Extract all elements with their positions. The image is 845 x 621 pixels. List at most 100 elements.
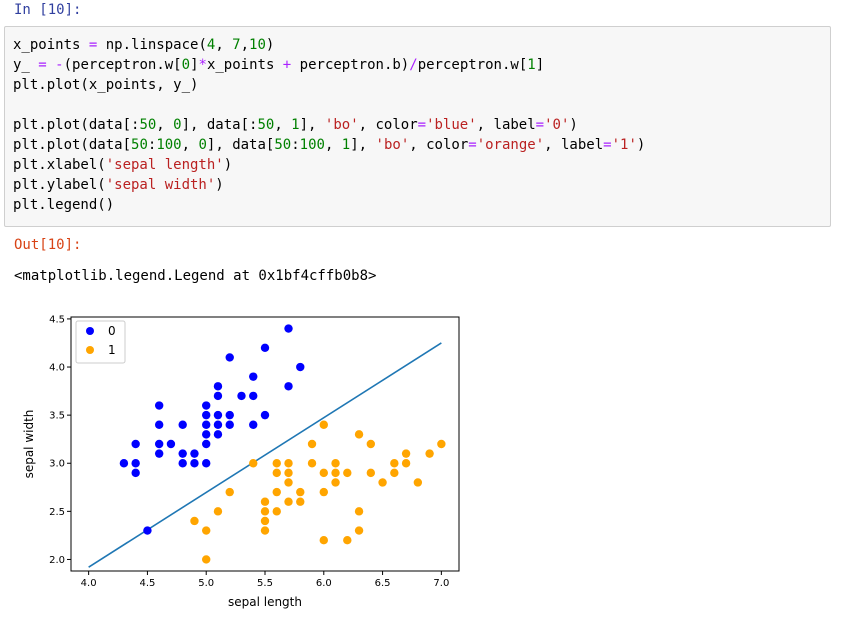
scatter-point-series-1: [401, 449, 411, 458]
scatter-point-series-0: [260, 410, 270, 420]
code-token: =: [38, 57, 47, 73]
code-token: 100: [156, 137, 182, 153]
scatter-point-series-0: [154, 439, 164, 449]
code-token: *: [198, 57, 207, 73]
scatter-point-series-0: [202, 439, 211, 449]
scatter-point-series-1: [390, 459, 399, 468]
code-token: 0: [198, 137, 207, 153]
scatter-point-series-0: [131, 439, 140, 449]
code-token: ,: [156, 117, 174, 133]
code-token: ): [636, 137, 646, 153]
scatter-point-series-1: [366, 468, 376, 478]
code-token: '1': [611, 137, 637, 153]
scatter-point-series-0: [249, 391, 258, 401]
code-token: x_points: [206, 57, 283, 73]
legend-label-0: 0: [108, 324, 116, 338]
code-token: 1: [341, 137, 351, 153]
scatter-point-series-0: [213, 430, 223, 439]
x-tick-label: 6.5: [375, 578, 391, 589]
code-token: 0: [181, 57, 191, 73]
legend-marker-0: [86, 327, 94, 335]
scatter-point-series-0: [225, 420, 234, 429]
code-line-6: plt.plot(data[50:100, 0], data[50:100, 1…: [13, 135, 645, 155]
code-token: , label: [544, 137, 604, 153]
legend-marker-1: [86, 346, 94, 354]
scatter-point-series-1: [284, 459, 293, 468]
scatter-point-series-0: [284, 324, 293, 333]
scatter-point-series-1: [343, 536, 352, 545]
scatter-point-series-1: [272, 507, 281, 516]
code-token: 1: [291, 117, 300, 133]
scatter-point-series-1: [260, 507, 270, 516]
code-token: ,: [324, 137, 342, 153]
scatter-point-series-1: [307, 439, 317, 449]
code-token: ): [265, 37, 275, 53]
scatter-point-series-0: [154, 401, 164, 410]
scatter-point-series-1: [331, 468, 340, 478]
scatter-point-series-1: [284, 478, 293, 487]
scatter-point-series-1: [213, 507, 223, 516]
scatter-point-series-0: [154, 449, 164, 458]
x-axis-label: sepal length: [228, 595, 302, 609]
code-token: perceptron.w[: [417, 57, 528, 73]
code-token: 50: [131, 137, 148, 153]
scatter-point-series-1: [307, 459, 317, 468]
scatter-point-series-0: [237, 391, 246, 401]
code-token: plt.plot(x_points, y_): [13, 77, 199, 93]
code-token: -: [55, 57, 64, 73]
code-token: ]: [535, 57, 545, 73]
scatter-point-series-1: [354, 430, 364, 439]
code-token: 'sepal length': [105, 157, 224, 173]
legend-box: [75, 320, 126, 364]
scatter-point-series-1: [331, 478, 340, 487]
scatter-chart: 4.0 4.5 5.0 5.5 6.0 6.5 7.02.02.53.03.54.04.5 …: [22, 314, 460, 609]
scatter-point-series-1: [401, 459, 411, 468]
scatter-point-series-0: [249, 372, 258, 381]
scatter-point-series-1: [296, 487, 305, 497]
y-tick-label: 3.5: [49, 411, 65, 422]
scatter-point-series-0: [213, 382, 223, 391]
code-token: ],: [299, 117, 325, 133]
scatter-point-series-0: [178, 459, 187, 468]
code-token: 'orange': [476, 137, 545, 153]
scatter-point-series-0: [213, 410, 223, 420]
scatter-point-series-0: [202, 410, 211, 420]
code-token: =: [417, 117, 427, 133]
chart-axes: 4.0 4.5 5.0 5.5 6.0 6.5 7.0 2.0 2.5 3.0 3.5 4.0 4.5: [49, 314, 449, 589]
x-tick-label: 4.5: [139, 578, 155, 589]
code-editor[interactable]: x_points = np.linspace(4, 7,10) y_ = -(p…: [13, 35, 645, 215]
code-token: ): [215, 177, 224, 193]
code-token: , color: [409, 137, 469, 153]
code-cell[interactable]: x_points = np.linspace(4, 7,10) y_ = -(p…: [4, 26, 831, 227]
scatter-point-series-0: [284, 382, 293, 391]
scatter-point-series-1: [390, 468, 399, 478]
scatter-point-series-0: [202, 401, 211, 410]
code-line-1: x_points = np.linspace(4, 7,10): [13, 35, 645, 55]
code-line-3: plt.plot(x_points, y_): [13, 75, 645, 95]
code-token: ,: [215, 37, 233, 53]
code-token: ): [569, 117, 578, 133]
scatter-point-series-1: [249, 459, 258, 468]
scatter-point-series-1: [425, 449, 434, 458]
code-token: (perceptron.w[: [63, 57, 182, 73]
x-tick-label: 6.0: [316, 578, 332, 589]
scatter-point-series-1: [284, 497, 293, 506]
scatter-point-series-0: [143, 526, 152, 535]
code-token: [47, 57, 55, 73]
code-token: plt.plot(data[: [13, 137, 132, 153]
scatter-point-series-0: [249, 420, 258, 429]
code-token: /: [409, 57, 418, 73]
code-token: 50: [139, 117, 157, 133]
code-token: 'bo': [324, 117, 359, 133]
scatter-point-series-0: [202, 420, 211, 429]
scatter-point-series-0: [225, 410, 234, 420]
code-token: ],: [350, 137, 376, 153]
scatter-point-series-0: [131, 468, 140, 478]
code-token: x_points: [13, 37, 89, 53]
scatter-point-series-0: [190, 459, 199, 468]
code-token: 50: [274, 137, 292, 153]
code-token: ,: [240, 37, 250, 53]
scatter-point-series-1: [319, 468, 328, 478]
x-tick-label: 4.0: [81, 578, 97, 589]
scatter-point-series-1: [354, 526, 364, 535]
